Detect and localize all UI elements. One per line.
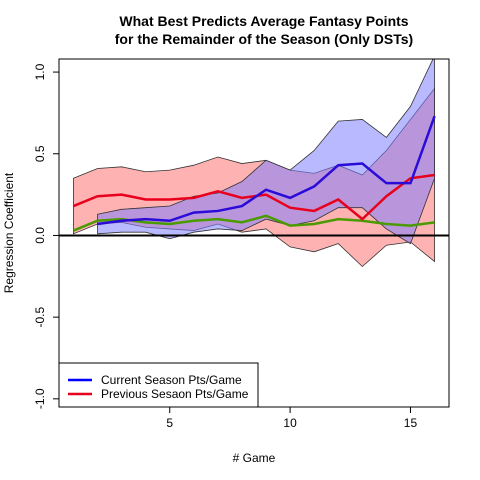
y-axis-label: Regression Coefficient bbox=[2, 172, 16, 293]
y-tick-label: -1.0 bbox=[33, 388, 47, 409]
plot-area bbox=[59, 59, 449, 268]
legend-box bbox=[58, 362, 259, 408]
y-tick-label: 0.0 bbox=[33, 227, 47, 244]
chart-title-line-2: for the Remainder of the Season (Only DS… bbox=[115, 31, 413, 47]
y-tick-label: -0.5 bbox=[33, 306, 47, 327]
legend: Current Season Pts/Game Previous Sesaon … bbox=[58, 362, 259, 408]
x-tick-label: 15 bbox=[404, 416, 418, 430]
x-tick-label: 5 bbox=[166, 416, 173, 430]
legend-label-current: Current Season Pts/Game bbox=[101, 373, 242, 387]
y-axis: -1.0 -0.5 0.0 0.5 1.0 bbox=[33, 63, 59, 409]
x-tick-label: 10 bbox=[283, 416, 297, 430]
current-season-line bbox=[97, 115, 436, 226]
x-axis-label: # Game bbox=[233, 451, 276, 465]
x-axis: 5 10 15 bbox=[166, 407, 417, 430]
previous-season-line bbox=[72, 173, 435, 221]
y-tick-label: 0.5 bbox=[33, 145, 47, 162]
legend-label-previous: Previous Sesaon Pts/Game bbox=[101, 387, 249, 401]
chart-title-line-1: What Best Predicts Average Fantasy Point… bbox=[119, 13, 408, 29]
y-tick-label: 1.0 bbox=[33, 63, 47, 80]
current-season-confidence-band bbox=[97, 59, 435, 245]
